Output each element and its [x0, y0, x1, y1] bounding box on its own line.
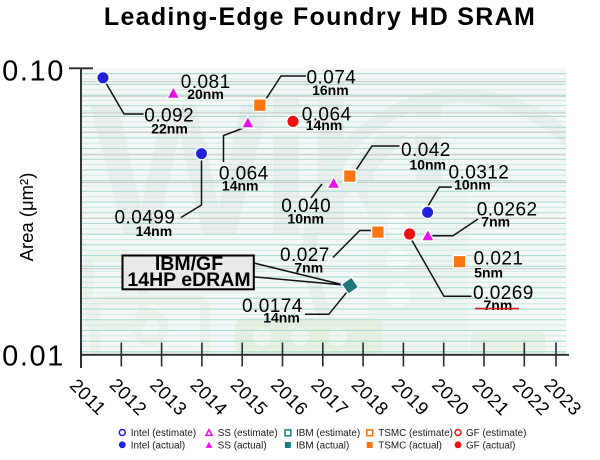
svg-text:22nm: 22nm — [151, 121, 188, 137]
svg-text:14nm: 14nm — [263, 309, 300, 325]
svg-text:0.027: 0.027 — [280, 245, 330, 266]
svg-text:0.0269: 0.0269 — [473, 283, 534, 304]
svg-text:7nm: 7nm — [481, 213, 510, 229]
svg-text:0.0499: 0.0499 — [115, 207, 176, 228]
svg-text:0.064: 0.064 — [219, 164, 269, 185]
svg-text:0.10: 0.10 — [2, 56, 65, 88]
svg-text:TSMC (estimate): TSMC (estimate) — [378, 428, 453, 439]
svg-text:0.081: 0.081 — [181, 72, 231, 93]
svg-text:10nm: 10nm — [287, 211, 324, 227]
svg-text:14nm: 14nm — [222, 178, 259, 194]
svg-text:Leading-Edge Foundry HD SRAM: Leading-Edge Foundry HD SRAM — [104, 3, 536, 31]
svg-text:GF (estimate): GF (estimate) — [466, 428, 526, 439]
svg-text:10nm: 10nm — [454, 177, 491, 193]
svg-text:0.021: 0.021 — [474, 249, 524, 270]
svg-text:0.064: 0.064 — [302, 104, 352, 125]
svg-text:7nm: 7nm — [484, 297, 513, 313]
svg-text:20nm: 20nm — [187, 86, 224, 102]
svg-text:0.040: 0.040 — [281, 196, 331, 217]
svg-text:IBM/GF: IBM/GF — [155, 253, 223, 275]
svg-text:Area (μm²): Area (μm²) — [16, 173, 37, 262]
svg-text:14nm: 14nm — [136, 223, 173, 239]
svg-text:SS (estimate): SS (estimate) — [218, 428, 278, 439]
svg-text:0.0262: 0.0262 — [477, 200, 538, 221]
svg-text:5nm: 5nm — [474, 265, 503, 281]
svg-text:GF (actual): GF (actual) — [466, 440, 515, 451]
svg-text:0.01: 0.01 — [2, 341, 65, 373]
svg-text:7nm: 7nm — [294, 259, 323, 275]
svg-text:TSMC (actual): TSMC (actual) — [378, 440, 442, 451]
svg-text:0.0174: 0.0174 — [242, 296, 303, 317]
svg-text:0.042: 0.042 — [401, 140, 451, 161]
svg-text:IBM (actual): IBM (actual) — [296, 440, 349, 451]
svg-text:10nm: 10nm — [409, 156, 446, 172]
svg-text:Intel (actual): Intel (actual) — [131, 440, 185, 451]
svg-text:14nm: 14nm — [306, 117, 343, 133]
svg-text:Intel (estimate): Intel (estimate) — [131, 428, 196, 439]
svg-text:0.0312: 0.0312 — [449, 163, 510, 184]
svg-text:IBM (estimate): IBM (estimate) — [296, 428, 360, 439]
svg-text:0.092: 0.092 — [144, 106, 194, 127]
svg-text:0.074: 0.074 — [307, 68, 357, 89]
svg-text:14HP eDRAM: 14HP eDRAM — [127, 269, 250, 291]
svg-text:16nm: 16nm — [312, 82, 349, 98]
svg-text:SS (actual): SS (actual) — [218, 440, 267, 451]
